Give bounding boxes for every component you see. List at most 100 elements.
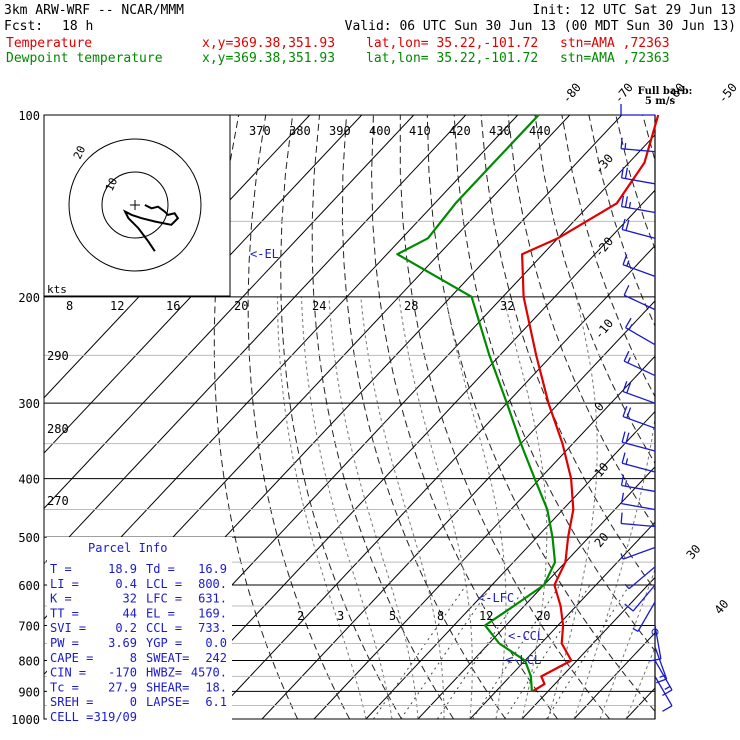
wind-barb [654,660,673,696]
parcel-label: Td = [146,562,175,576]
isotherm-line [44,115,519,620]
wind-barb-staff [632,584,656,612]
wind-barb-staff [654,625,662,660]
wind-barb [620,492,656,511]
potential-temp-label: 420 [449,124,471,138]
wind-barb-flag [662,689,673,696]
wind-barb-flag [621,218,626,230]
parcel-value: 27.9 [108,680,137,694]
wind-barb [624,566,656,590]
dry-adiabat-line [341,115,507,719]
dewpoint-legend-xy: x,y=369.38,351.93 [202,51,335,66]
hodo-speed-label: 12 [110,299,124,313]
pressure-tick-label: 300 [18,397,40,411]
init-time: Init: 12 UTC Sat 29 Jun 13 [533,3,737,18]
calm-wind-marker [651,628,659,636]
wind-barb-staff [622,546,656,560]
wind-barb [621,452,656,473]
wind-barb [654,676,673,712]
label-layer: -80-70-60-50-40-30-20-100102030403703803… [47,80,740,623]
wind-barb-half-flag [626,260,630,267]
isotherm-line [573,632,655,719]
dewpoint-legend-name: Dewpoint temperature [6,51,163,66]
wind-barb [622,254,656,277]
lfc-marker: <-LFC [478,591,514,605]
dewpoint-legend-station: stn=AMA ,72363 [560,51,670,66]
parcel-label: LI = [50,577,79,591]
wind-barb [622,380,656,404]
isotherm-label: 30 [684,542,704,562]
isotherm-line [365,410,655,719]
moist-adiabat-line [328,296,419,719]
lcl-marker: <-LCL [505,653,541,667]
potential-temp-label: 400 [369,124,391,138]
dry-adiabat-label: 280 [47,422,69,436]
wind-barb-flag [624,196,629,208]
wind-barb-staff [622,415,656,429]
wind-barb-flag [620,474,625,486]
isotherm-line [469,521,655,719]
ccl-marker: <-CCL [508,629,544,643]
mixing-ratio-label: 5 [389,609,396,623]
moist-adiabat-line [445,296,507,719]
hodo-speed-label: 20 [234,299,248,313]
parcel-value: 319/09 [94,710,137,724]
wind-barb-staff [628,566,656,590]
wind-barb-staff [621,205,656,214]
potential-temp-label: 440 [529,124,551,138]
wind-barb-staff [623,360,656,377]
parcel-label: CCL = [146,621,182,635]
pressure-tick-label: 900 [18,685,40,699]
parcel-value: 0.0 [205,636,227,650]
parcel-label: SVI = [50,621,86,635]
wind-barb-flag [624,603,634,612]
wind-barb-staff [621,228,656,239]
dewpoint-legend-latlon: lat,lon= 35.22,-101.72 [366,51,538,66]
wind-barb-flag [623,350,630,362]
wind-barb-half-flag [624,583,630,590]
dry-adiabat-line [534,115,655,465]
wind-barb-staff [621,502,656,511]
wind-barb-half-flag [625,458,629,465]
hodograph-ring [68,138,202,272]
hodograph-trace [122,204,180,252]
wind-barb-staff [621,148,656,153]
parcel-label: Tc = [50,680,79,694]
wind-barb [620,137,656,153]
wind-barb [621,218,656,239]
parcel-value: 0.4 [115,577,137,591]
dry-adiabat-line [453,115,655,652]
wind-barb-half-flag [620,553,624,560]
isotherm-line [261,300,655,719]
isotherm-label: 20 [592,530,612,550]
parcel-info-panel: Parcel Info T = 18.9 Td = 16.9 LI = 0.4 LCL = 8… [47,537,232,724]
isotherm-label: -50 [715,80,740,106]
isotherm-line [625,687,655,719]
pressure-tick-label: 800 [18,654,40,668]
parcel-label: LAPSE= [146,695,189,709]
wind-barb-flag [621,431,626,443]
wind-barb [620,166,656,185]
parcel-label: HWBZ= [146,666,182,680]
wind-barb-half-flag [627,357,631,364]
wind-barb-half-flag [628,201,632,209]
dry-adiabat-line [280,115,403,719]
wind-barb-flag [620,492,625,504]
dry-adiabat-line [615,115,655,251]
temperature-legend-latlon: lat,lon= 35.22,-101.72 [366,36,538,51]
wind-barb-flag [624,317,632,328]
pressure-tick-label: 700 [18,619,40,633]
wind-barb [622,405,656,429]
wind-barb-flag [620,512,623,524]
parcel-value: 0 [130,695,137,709]
parcel-value: -170 [108,666,137,680]
parcel-value: 4570. [191,666,227,680]
barb-legend-title: Full barb: [638,86,693,97]
parcel-value: 18.9 [108,562,137,576]
wind-barb-half-flag [632,627,639,632]
wind-barb-flag [626,407,632,419]
pressure-tick-label: 600 [18,579,40,593]
isotherm-line [313,355,655,719]
wind-barb-staff [654,676,673,707]
